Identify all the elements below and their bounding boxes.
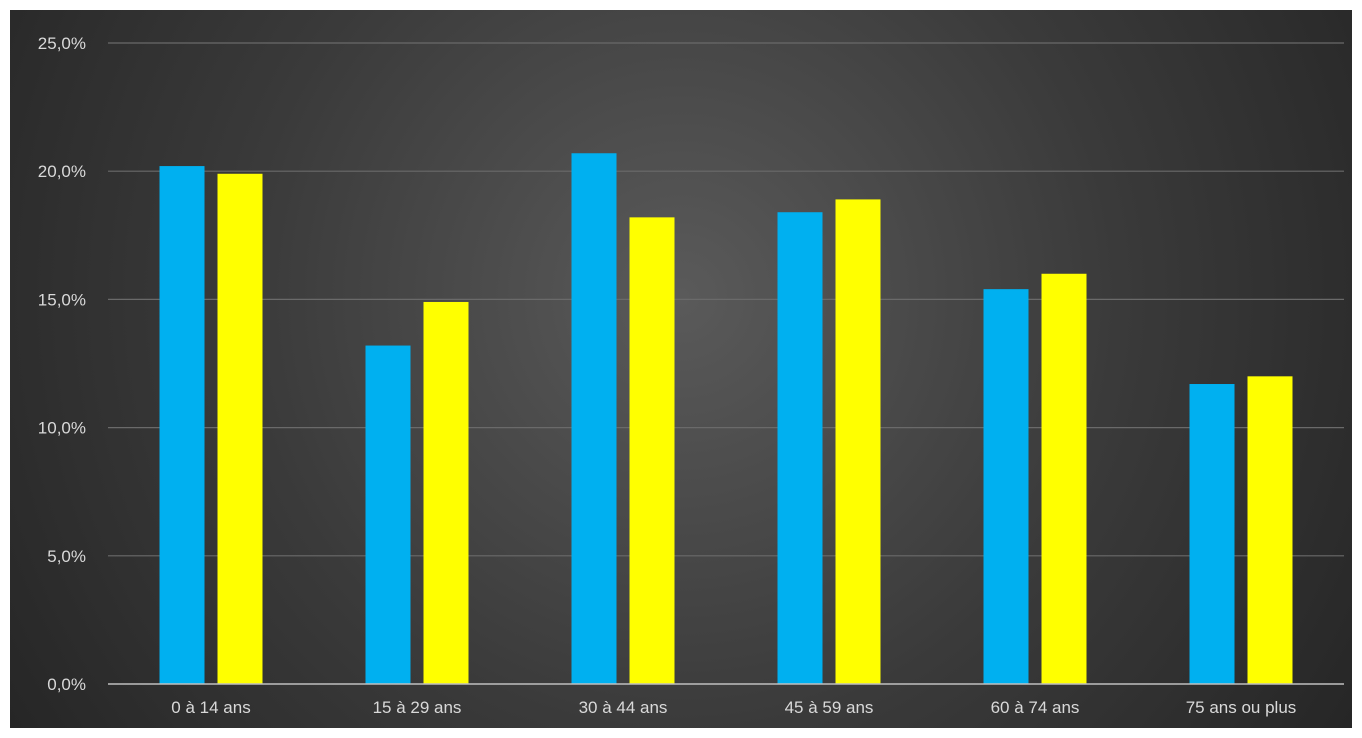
bar [571, 153, 617, 684]
bar [217, 173, 263, 684]
bar [159, 166, 205, 684]
bar [1041, 273, 1087, 684]
bar [423, 301, 469, 684]
bar [1247, 376, 1293, 684]
y-tick-label: 20,0% [38, 162, 86, 181]
bar [629, 217, 675, 685]
x-tick-label: 0 à 14 ans [171, 698, 250, 717]
bar [835, 199, 881, 685]
x-tick-label: 60 à 74 ans [991, 698, 1080, 717]
x-tick-label: 15 à 29 ans [373, 698, 462, 717]
bar [365, 345, 411, 684]
x-tick-label: 30 à 44 ans [579, 698, 668, 717]
x-tick-label: 75 ans ou plus [1186, 698, 1297, 717]
y-tick-label: 15,0% [38, 290, 86, 309]
bar [983, 289, 1029, 684]
y-tick-label: 0,0% [47, 675, 86, 694]
y-tick-label: 5,0% [47, 547, 86, 566]
x-tick-label: 45 à 59 ans [785, 698, 874, 717]
y-tick-label: 25,0% [38, 34, 86, 53]
bar [777, 212, 823, 684]
y-tick-label: 10,0% [38, 419, 86, 438]
bar [1189, 384, 1235, 684]
